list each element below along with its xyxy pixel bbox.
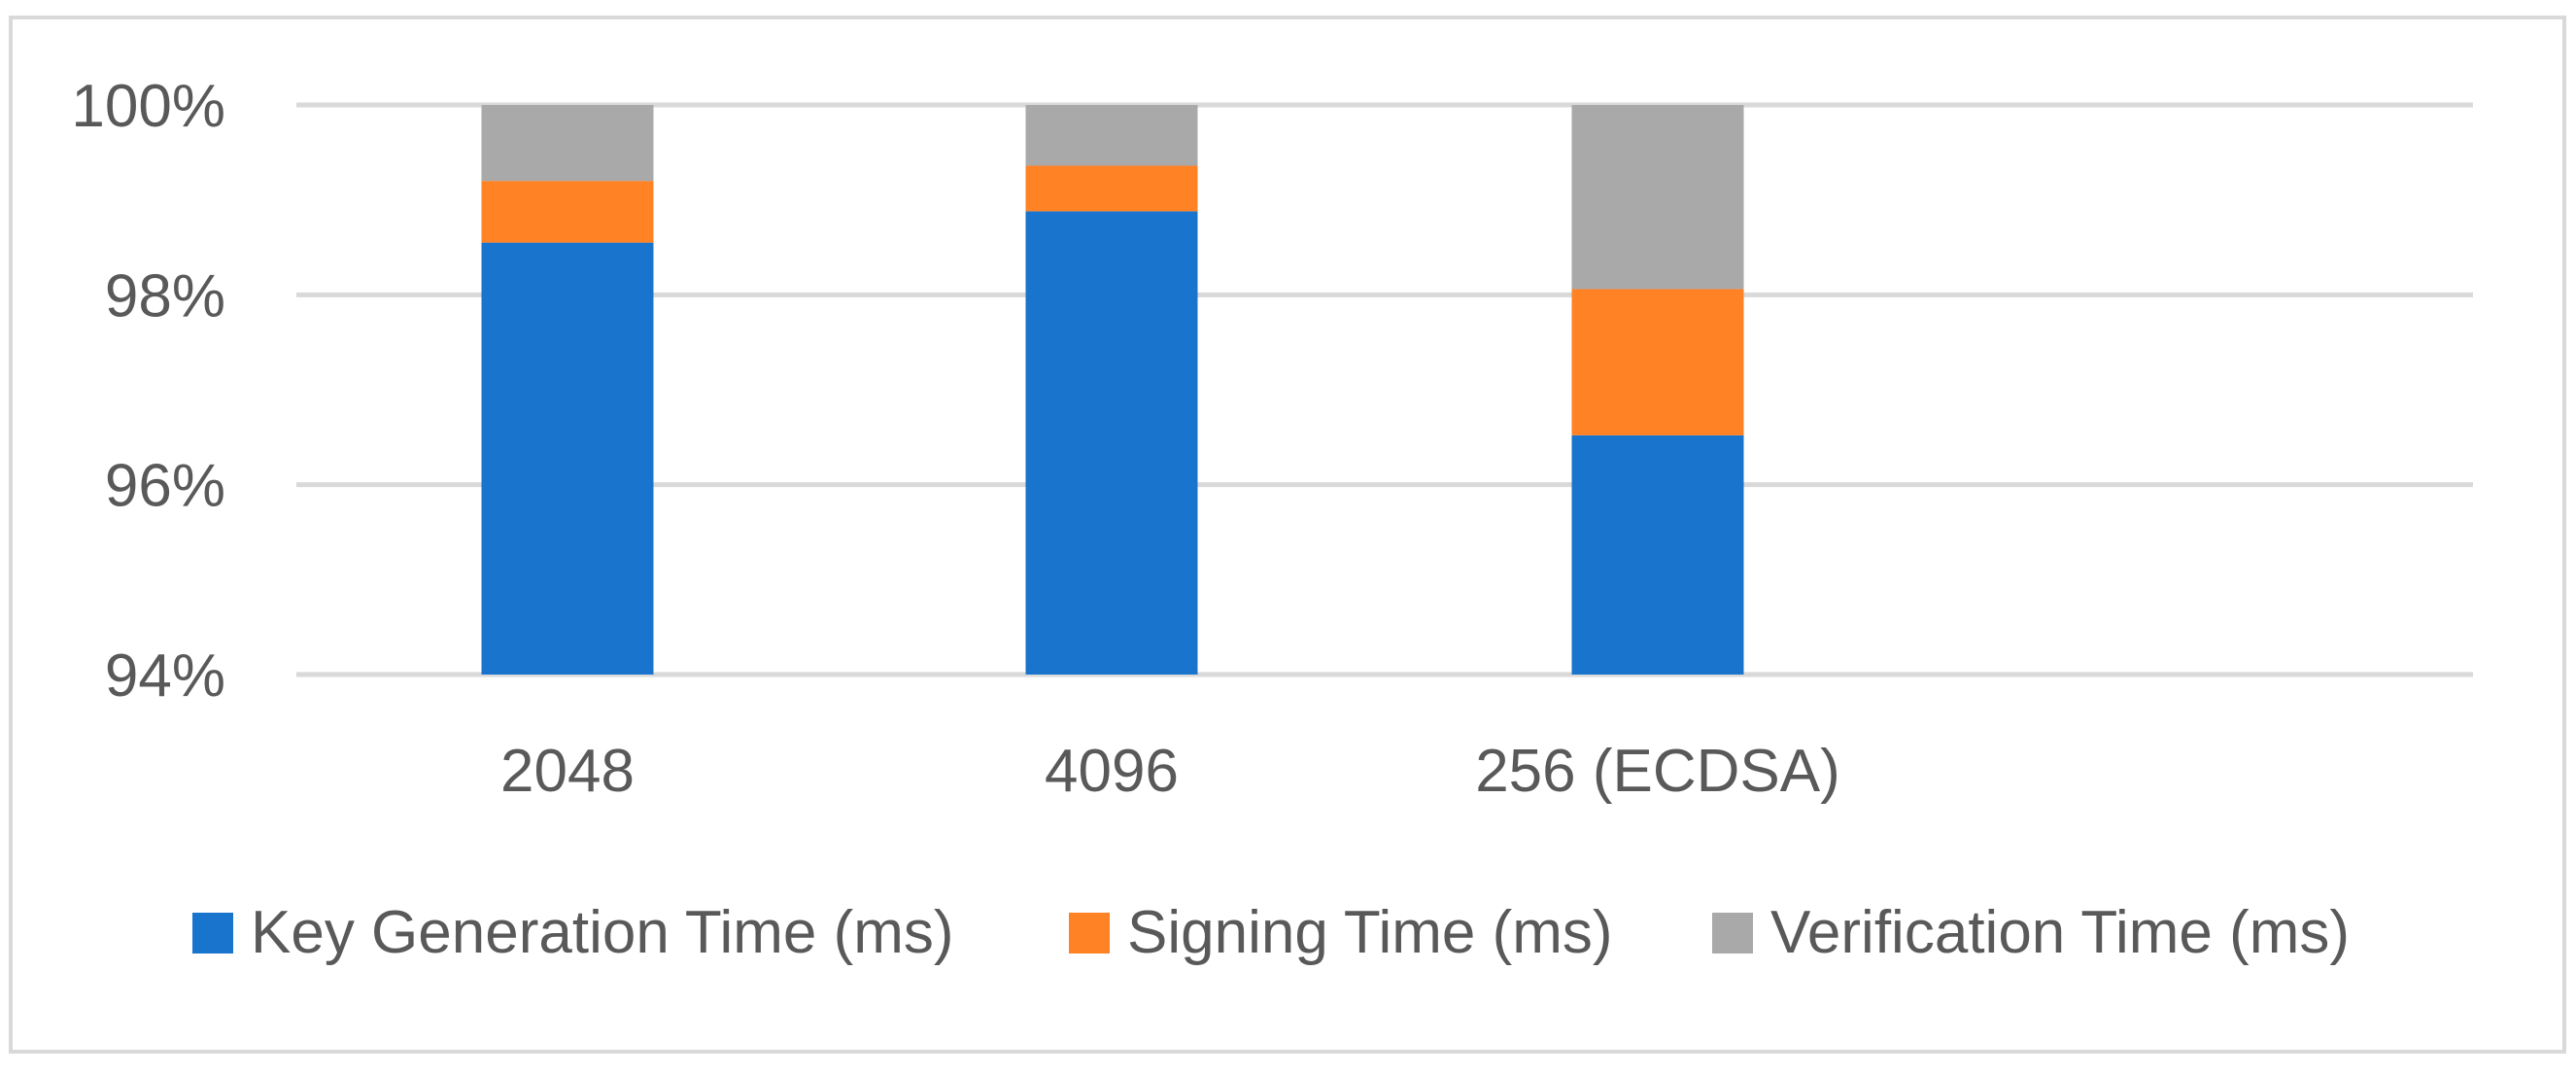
bar-segment bbox=[481, 242, 654, 675]
y-tick-label: 96% bbox=[105, 453, 225, 520]
legend-swatch bbox=[1712, 913, 1753, 954]
bars bbox=[481, 105, 1744, 676]
y-tick-label: 94% bbox=[105, 642, 225, 710]
bar-segment bbox=[1571, 434, 1744, 675]
bar-segment bbox=[1025, 165, 1198, 212]
x-tick-label: 2048 bbox=[500, 738, 635, 805]
y-tick-label: 98% bbox=[105, 262, 225, 329]
legend-label: Signing Time (ms) bbox=[1127, 899, 1613, 966]
bar-segment bbox=[1025, 105, 1198, 166]
x-tick-label: 4096 bbox=[1045, 738, 1179, 805]
x-axis-ticks: 2048 4096 256 (ECDSA) bbox=[500, 738, 1840, 805]
bar-segment bbox=[481, 105, 654, 182]
bar-segment bbox=[1571, 105, 1744, 290]
gridlines bbox=[296, 102, 2473, 677]
legend-label: Verification Time (ms) bbox=[1770, 899, 2350, 966]
legend: Key Generation Time (ms) Signing Time (ms… bbox=[192, 899, 2350, 966]
chart-frame bbox=[9, 16, 2566, 1054]
bar-segment bbox=[1025, 211, 1198, 676]
y-tick-label: 100% bbox=[71, 73, 225, 140]
y-axis-ticks: 94% 96% 98% 100% bbox=[71, 73, 225, 710]
bar-segment bbox=[1571, 289, 1744, 435]
legend-label: Key Generation Time (ms) bbox=[251, 899, 954, 966]
x-tick-label: 256 (ECDSA) bbox=[1475, 738, 1840, 805]
legend-swatch bbox=[192, 913, 233, 954]
bar-segment bbox=[481, 181, 654, 243]
legend-swatch bbox=[1069, 913, 1110, 954]
